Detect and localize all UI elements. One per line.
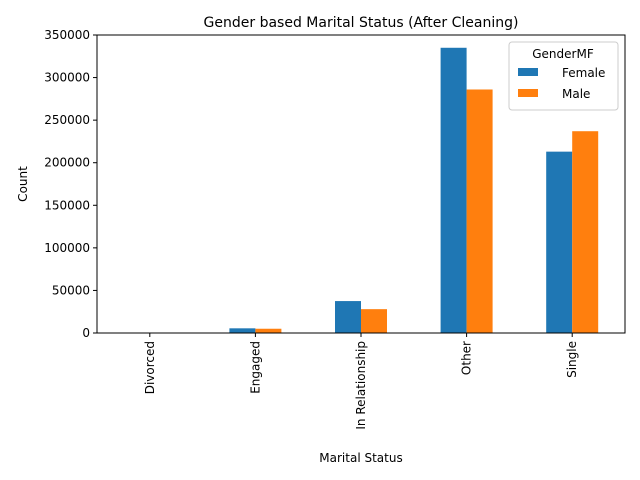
y-tick-label-3: 150000 bbox=[44, 198, 90, 212]
bar-other-female bbox=[440, 47, 467, 334]
y-tick-label-0: 0 bbox=[82, 326, 90, 340]
x-tick-label-in-relationship: In Relationship bbox=[354, 341, 368, 430]
y-axis: 0 50000 100000 150000 200000 250000 300000 3500… bbox=[44, 28, 97, 340]
bar-single-female bbox=[546, 151, 573, 333]
chart-title: Gender based Marital Status (After Clean… bbox=[204, 15, 519, 31]
y-tick-label-2: 100000 bbox=[44, 241, 90, 255]
x-tick-label-engaged: Engaged bbox=[248, 341, 262, 394]
y-tick-label-4: 200000 bbox=[44, 156, 90, 170]
bar-in-relationship-male bbox=[361, 309, 387, 333]
bar-engaged-male bbox=[255, 328, 282, 333]
bar-single-male bbox=[572, 131, 599, 333]
y-axis-label: Count bbox=[16, 166, 30, 202]
x-axis-label: Marital Status bbox=[319, 451, 402, 465]
legend-swatch-male bbox=[518, 89, 538, 97]
bar-engaged-female bbox=[229, 328, 256, 333]
bar-other-male bbox=[466, 89, 493, 334]
y-tick-label-6: 300000 bbox=[44, 71, 90, 85]
legend-swatch-female bbox=[518, 68, 538, 76]
x-tick-label-single: Single bbox=[565, 341, 579, 378]
x-axis: Divorced Engaged In Relationship Other Singl… bbox=[143, 333, 579, 430]
x-tick-label-divorced: Divorced bbox=[143, 341, 157, 394]
legend-label-male: Male bbox=[562, 87, 590, 101]
y-tick-label-5: 250000 bbox=[44, 113, 90, 127]
legend-label-female: Female bbox=[562, 66, 605, 80]
bars-group bbox=[123, 47, 599, 334]
y-tick-label-1: 50000 bbox=[52, 283, 90, 297]
legend-title: GenderMF bbox=[532, 47, 594, 61]
x-tick-label-other: Other bbox=[460, 341, 474, 375]
y-tick-label-7: 350000 bbox=[44, 28, 90, 42]
legend: GenderMF Female Male bbox=[508, 41, 619, 111]
bar-in-relationship-female bbox=[335, 301, 361, 333]
